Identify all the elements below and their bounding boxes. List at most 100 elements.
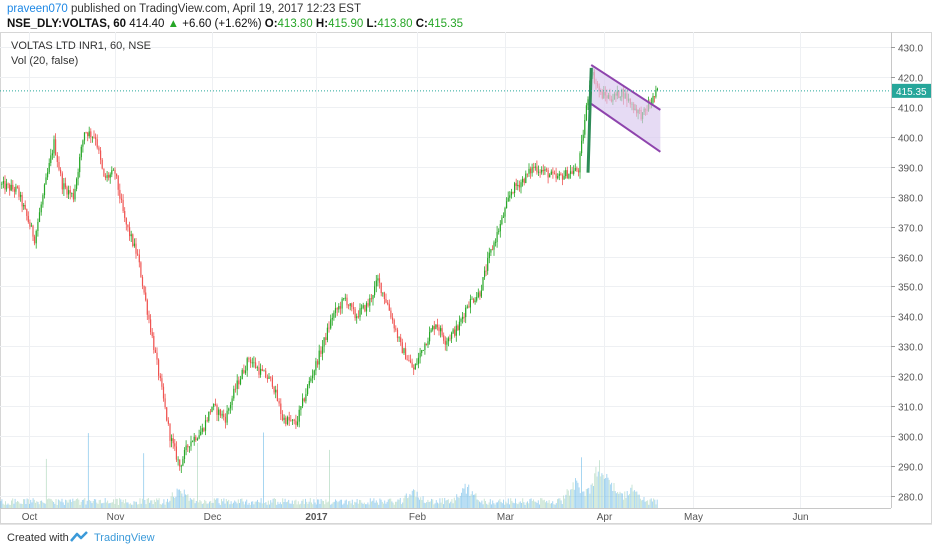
created-with-text: Created with: [7, 532, 69, 544]
candle-body: [219, 409, 221, 416]
volume-bar: [443, 504, 444, 508]
volume-bar: [620, 493, 622, 508]
volume-bar: [257, 499, 258, 508]
volume-bar: [602, 474, 604, 508]
volume-bar: [402, 502, 404, 508]
volume-bar: [575, 478, 576, 508]
volume-bar: [191, 499, 192, 508]
publisher-link[interactable]: praveen070: [7, 3, 68, 15]
candle-body: [541, 169, 543, 173]
time-axis[interactable]: Oct Nov Dec 2017 Feb Mar Apr May Jun: [22, 512, 809, 523]
volume-bar: [2, 503, 4, 508]
volume-bar: [530, 498, 532, 508]
candle-body: [349, 303, 351, 306]
volume-bar: [423, 502, 425, 508]
volume-bar: [115, 498, 117, 508]
volume-bar: [626, 491, 628, 508]
volume-bar: [174, 497, 176, 508]
candle-body: [79, 157, 81, 173]
volume-bar: [369, 498, 371, 508]
volume-bar: [122, 499, 124, 508]
candle-body: [496, 232, 498, 242]
candle-body: [91, 136, 93, 138]
volume-bar: [271, 502, 273, 508]
volume-bar: [23, 499, 24, 508]
candle-body: [72, 193, 74, 200]
volume-bar: [15, 502, 17, 508]
candle-body: [278, 401, 280, 404]
volume-bar: [637, 494, 639, 508]
price-tick-label: 300.0: [898, 433, 923, 444]
candle-body: [255, 362, 257, 368]
price-axis[interactable]: 280.0 290.0 300.0 310.0 320.0 330.0 340.0 350.0…: [891, 44, 923, 504]
candle-body: [180, 465, 182, 467]
volume-bar: [157, 500, 159, 508]
candle-body: [313, 370, 315, 376]
volume-bar: [89, 500, 91, 508]
grid: [0, 32, 891, 508]
volume-bar: [600, 476, 602, 508]
volume-bar: [241, 498, 243, 508]
volume-bar: [633, 490, 635, 508]
candle-body: [158, 359, 160, 376]
volume-bar: [300, 503, 302, 508]
volume-bar: [333, 501, 335, 508]
tradingview-brand-link[interactable]: TradingView: [94, 532, 155, 544]
candle-body: [344, 297, 346, 299]
volume-bar: [83, 499, 85, 508]
volume-bar: [339, 499, 341, 508]
candle-body: [58, 162, 60, 170]
channel-upper-line[interactable]: [590, 64, 661, 111]
candle-body: [179, 459, 181, 467]
volume-bar: [117, 505, 119, 508]
volume-bar: [127, 502, 129, 508]
volume-bar: [11, 500, 12, 508]
volume-bar: [445, 500, 447, 508]
volume-bar: [293, 504, 294, 508]
candle-body: [409, 360, 412, 363]
candle-body: [507, 197, 509, 202]
volume-bar: [396, 501, 398, 508]
candle-body: [305, 394, 307, 402]
volume-bar: [483, 498, 485, 508]
impulse-line[interactable]: [586, 67, 593, 173]
volume-bar: [176, 488, 178, 508]
candle-body: [2, 181, 4, 184]
volume-bar: [239, 503, 240, 508]
volume-bar: [464, 483, 466, 508]
candle-body: [125, 217, 127, 225]
candle-body: [380, 282, 382, 294]
candle-body: [354, 309, 356, 319]
candle-body: [253, 362, 255, 364]
volume-bar: [311, 502, 312, 508]
candle-body: [4, 181, 6, 190]
candle-body: [193, 436, 195, 442]
volume-bar: [224, 503, 226, 508]
volume-bar: [78, 499, 80, 508]
price-tick-label: 330.0: [898, 343, 923, 354]
candle-body: [5, 183, 8, 190]
price-chart[interactable]: 280.0 290.0 300.0 310.0 320.0 330.0 340.0 350.0…: [0, 32, 932, 524]
volume-bar: [557, 499, 558, 508]
candle-body: [398, 337, 400, 339]
volume-bar: [221, 499, 222, 508]
candle-body: [577, 170, 580, 173]
candle-body: [116, 173, 118, 177]
volume-bar: [49, 498, 51, 508]
volume-bar: [455, 500, 456, 508]
candle-body: [416, 363, 418, 365]
candle-body: [203, 428, 205, 431]
channel-lower-line[interactable]: [590, 103, 661, 153]
volume-bar: [26, 498, 28, 508]
candle-body: [290, 420, 292, 422]
volume-bar: [527, 501, 528, 508]
chart-header: praveen070 published on TradingView.com,…: [0, 0, 932, 32]
volume-bar: [407, 498, 408, 508]
volume-bar: [372, 500, 374, 508]
candle-body: [21, 194, 23, 207]
candle-body: [26, 209, 28, 216]
candle-body: [479, 292, 481, 297]
candle-body: [656, 88, 658, 91]
volume-bar: [56, 505, 58, 508]
candle-body: [336, 308, 338, 310]
